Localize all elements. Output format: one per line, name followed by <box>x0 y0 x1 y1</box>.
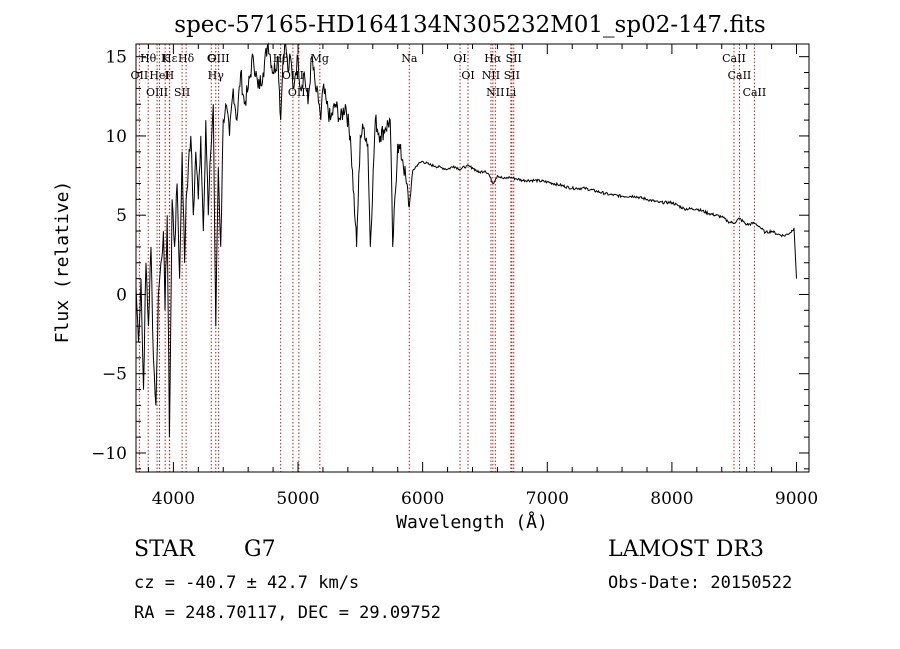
survey-name: LAMOST DR3 <box>608 537 764 562</box>
x-tick-label: 8000 <box>650 489 693 509</box>
y-tick-label: 15 <box>105 48 127 68</box>
line-label-4: K <box>161 52 170 65</box>
line-label-15: Mg <box>311 52 329 65</box>
line-label-7: SII <box>174 86 190 99</box>
plot-frame <box>135 43 810 473</box>
x-tick-label: 4000 <box>152 489 195 509</box>
chart-title: spec-57165-HD164134N305232M01_sp02-147.f… <box>174 12 765 38</box>
line-label-14: OIII <box>288 86 310 99</box>
observation-date: Obs-Date: 20150522 <box>608 573 793 593</box>
x-tick-label: 5000 <box>276 489 319 509</box>
axis-ticks <box>136 44 809 472</box>
line-label-17: OI <box>453 52 466 65</box>
line-label-22: SII <box>504 69 520 82</box>
y-tick-label: 5 <box>116 206 127 226</box>
line-label-21: NII <box>486 86 504 99</box>
y-tick-label: 0 <box>116 285 127 305</box>
line-label-2: OIII <box>146 86 168 99</box>
axis-tick-labels: 4000 5000 6000 7000 8000 9000 −10 −5 0 5 10 15 <box>91 48 818 509</box>
spectrum-series-line <box>135 42 797 438</box>
x-tick-label: 6000 <box>401 489 444 509</box>
x-tick-label: 9000 <box>775 489 818 509</box>
line-label-16: Na <box>401 52 418 65</box>
ra-dec-coordinates: RA = 248.70117, DEC = 29.09752 <box>134 603 442 623</box>
line-label-9: OIII <box>208 52 230 65</box>
y-tick-label: −10 <box>91 444 127 464</box>
line-label-6: Hε <box>162 52 178 65</box>
line-label-3: HeI <box>149 69 169 82</box>
object-class: STAR <box>134 537 195 562</box>
line-label-27: CaII <box>743 86 767 99</box>
x-axis-label: Wavelength (Å) <box>396 511 548 533</box>
line-label-1: OII <box>131 69 149 82</box>
line-label-0: Hθ <box>140 52 157 65</box>
y-tick-label: −5 <box>102 365 127 385</box>
line-label-5: H <box>165 69 175 82</box>
line-label-26: CaII <box>728 69 752 82</box>
line-label-11: G <box>207 52 216 65</box>
line-label-19: Hα <box>484 52 502 65</box>
line-label-24: Li <box>505 86 516 99</box>
line-label-20: NII <box>482 69 500 82</box>
line-label-23: SII <box>506 52 522 65</box>
line-label-10: Hγ <box>208 69 225 82</box>
x-tick-label: 7000 <box>526 489 569 509</box>
redshift-velocity: cz = -40.7 ± 42.7 km/s <box>134 573 360 593</box>
y-tick-label: 10 <box>105 127 127 147</box>
object-subclass: G7 <box>244 537 276 562</box>
line-label-25: CaII <box>722 52 746 65</box>
line-label-18: OI <box>461 69 474 82</box>
line-label-8: Hδ <box>178 52 195 65</box>
y-axis-label: Flux (relative) <box>52 181 73 344</box>
